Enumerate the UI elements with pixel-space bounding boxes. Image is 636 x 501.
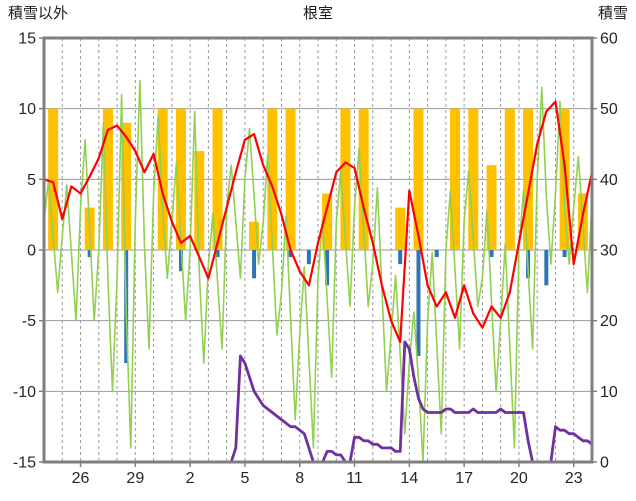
orange-bar xyxy=(212,108,223,251)
left-tick-label: -10 xyxy=(13,384,36,401)
orange-bar xyxy=(486,165,497,250)
orange-bar xyxy=(468,108,479,251)
x-tick-label: 23 xyxy=(565,470,583,487)
orange-bar xyxy=(48,108,59,251)
orange-bar xyxy=(249,221,260,250)
blue-bar xyxy=(489,250,494,258)
blue-bar xyxy=(325,250,330,286)
blue-bar xyxy=(306,250,311,265)
orange-bar xyxy=(267,108,278,251)
x-tick-label: 2 xyxy=(186,470,195,487)
right-tick-label: 10 xyxy=(600,384,618,401)
x-tick-label: 14 xyxy=(400,470,418,487)
right-tick-label: 20 xyxy=(600,313,618,330)
orange-bar xyxy=(504,108,515,251)
orange-bar xyxy=(523,108,534,251)
left-tick-label: 5 xyxy=(27,172,36,189)
x-tick-label: 20 xyxy=(510,470,528,487)
x-tick-label: 5 xyxy=(240,470,249,487)
right-tick-label: 30 xyxy=(600,243,618,260)
left-tick-label: 0 xyxy=(27,243,36,260)
blue-bar xyxy=(434,250,439,258)
blue-bar xyxy=(252,250,257,279)
left-tick-label: -15 xyxy=(13,455,36,472)
orange-bar xyxy=(102,108,113,251)
orange-bar xyxy=(340,108,351,251)
orange-bar xyxy=(395,207,406,250)
orange-bar xyxy=(559,108,570,251)
left-tick-label: -5 xyxy=(22,313,36,330)
orange-bar xyxy=(194,151,205,250)
plot-border xyxy=(42,36,594,464)
blue-bar xyxy=(87,250,92,258)
left-axis-title: 積雪以外 xyxy=(8,5,69,22)
blue-bar xyxy=(288,250,293,258)
right-axis-title: 積雪 xyxy=(597,5,628,22)
orange-bar xyxy=(285,108,296,251)
blue-bar xyxy=(179,250,183,272)
orange-bar xyxy=(413,108,424,251)
green-line-series xyxy=(43,79,593,463)
left-tick-label: 15 xyxy=(18,31,36,48)
right-tick-label: 60 xyxy=(600,31,618,48)
right-tick-label: 0 xyxy=(600,455,609,472)
orange-bar xyxy=(176,108,186,251)
right-tick-label: 50 xyxy=(600,101,618,118)
orange-bar xyxy=(157,108,168,251)
blue-bar xyxy=(416,250,421,356)
blue-bar xyxy=(398,250,403,265)
blue-bar xyxy=(544,250,549,286)
blue-bar xyxy=(562,250,567,258)
red-line-series xyxy=(42,100,594,343)
x-tick-label: 29 xyxy=(126,470,144,487)
orange-bar xyxy=(121,122,132,250)
x-tick-label: 17 xyxy=(455,470,473,487)
x-tick-label: 8 xyxy=(295,470,304,487)
left-tick-label: 10 xyxy=(18,101,36,118)
orange-bar xyxy=(322,193,333,250)
right-tick-label: 40 xyxy=(600,172,618,189)
blue-bar xyxy=(215,250,220,258)
orange-bar xyxy=(450,108,460,251)
orange-bar xyxy=(358,108,369,251)
x-tick-label: 26 xyxy=(72,470,90,487)
x-tick-label: 11 xyxy=(346,470,363,487)
